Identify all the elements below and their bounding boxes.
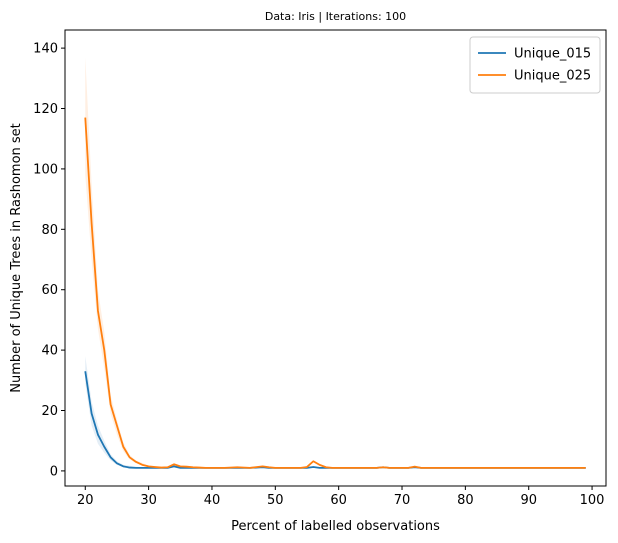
y-axis-ticks: 0 20 40 60 80 100 120 140: [33, 42, 65, 479]
y-tick-label: 80: [41, 223, 58, 238]
legend: Unique_015 Unique_025: [469, 36, 601, 94]
y-tick-label: 120: [33, 102, 58, 117]
x-tick-label: 30: [140, 493, 157, 508]
y-axis-label: Number of Unique Trees in Rashomon set: [9, 123, 24, 393]
x-tick-label: 90: [520, 493, 537, 508]
y-tick-label: 60: [41, 283, 58, 298]
y-tick-label: 40: [41, 344, 58, 359]
x-tick-label: 60: [330, 493, 347, 508]
series-lines: [84, 117, 586, 469]
chart-title: Data: Iris | Iterations: 100: [265, 10, 406, 23]
series-line: [84, 117, 586, 469]
y-tick-label: 0: [50, 464, 58, 479]
x-axis-ticks: 20 30 40 50 60 70 80 90 100: [77, 486, 604, 508]
confidence-band: [85, 356, 149, 468]
series-line: [84, 371, 586, 469]
y-tick-label: 100: [33, 162, 58, 177]
x-tick-label: 100: [580, 493, 605, 508]
x-tick-label: 20: [77, 493, 94, 508]
y-tick-label: 140: [33, 42, 58, 57]
x-tick-label: 70: [394, 493, 411, 508]
x-tick-label: 50: [267, 493, 284, 508]
plot-frame: [64, 29, 607, 487]
legend-box: [469, 36, 601, 94]
x-tick-label: 80: [457, 493, 474, 508]
legend-label: Unique_015: [514, 47, 591, 62]
x-tick-label: 40: [204, 493, 221, 508]
x-axis-label: Percent of labelled observations: [231, 519, 440, 534]
y-tick-label: 20: [41, 404, 58, 419]
legend-label: Unique_025: [514, 69, 591, 84]
